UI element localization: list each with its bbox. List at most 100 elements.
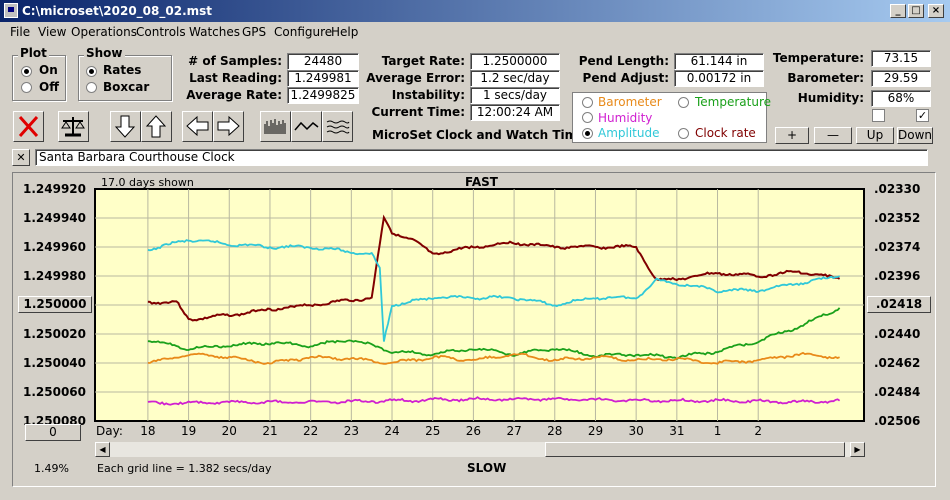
legend-clock-rate-radio[interactable] <box>678 128 689 139</box>
ripple-icon <box>326 120 350 134</box>
right-reference-button[interactable]: .02418 <box>867 296 931 313</box>
raw-data-button[interactable] <box>260 111 291 142</box>
right-tick-label: .02396 <box>874 269 920 283</box>
x-tick-label: 27 <box>506 424 521 438</box>
last-reading-field: 1.249981 <box>287 70 359 87</box>
checkbox-right[interactable]: ✓ <box>916 109 929 122</box>
menu-configure[interactable]: Configure <box>274 25 333 39</box>
minimize-button[interactable]: _ <box>890 4 906 18</box>
scroll-down-button[interactable]: Down <box>897 127 933 144</box>
series-temperature <box>147 307 841 361</box>
pend-adjust-field: 0.00172 in <box>674 70 764 87</box>
stop-button[interactable] <box>13 111 44 142</box>
show-boxcar-radio[interactable] <box>86 82 97 93</box>
current-time-label: Current Time: <box>371 105 465 119</box>
left-reference-button[interactable]: 1.250000 <box>18 296 92 313</box>
zoom-out-button[interactable]: — <box>814 127 852 144</box>
left-tick-label: 1.249940 <box>23 211 86 225</box>
show-boxcar-label: Boxcar <box>103 80 150 94</box>
legend-humidity-label: Humidity <box>598 111 653 125</box>
menu-help[interactable]: Help <box>331 25 359 39</box>
x-tick-label: 31 <box>669 424 684 438</box>
checkbox-left[interactable] <box>872 109 885 122</box>
menu-watches[interactable]: Watches <box>189 25 240 39</box>
move-left-button[interactable] <box>182 111 213 142</box>
x-tick-label: 25 <box>425 424 440 438</box>
smooth-button[interactable] <box>291 111 322 142</box>
instability-field: 1 secs/day <box>470 87 560 104</box>
target-rate-field[interactable]: 1.2500000 <box>470 53 560 70</box>
scroll-up-button[interactable]: Up <box>856 127 894 144</box>
scroll-right-arrow[interactable]: ▶ <box>850 442 865 457</box>
move-down-button[interactable] <box>110 111 141 142</box>
menu-file[interactable]: File <box>10 25 31 39</box>
right-tick-label: .02506 <box>874 414 920 428</box>
left-tick-label: 1.250040 <box>23 356 86 370</box>
title-bar: C:\microset\2020_08_02.mst _ □ × <box>0 0 950 22</box>
app-icon <box>4 3 18 18</box>
menu-operations[interactable]: Operations <box>71 25 137 39</box>
plot-on-label: On <box>39 63 58 77</box>
close-window-button[interactable]: × <box>928 4 944 18</box>
pend-length-field[interactable]: 61.144 in <box>674 53 764 70</box>
x-tick-label: 21 <box>262 424 277 438</box>
move-right-button[interactable] <box>213 111 244 142</box>
fast-label: FAST <box>465 175 498 189</box>
x-tick-label: 22 <box>303 424 318 438</box>
x-tick-label: 28 <box>547 424 562 438</box>
horizontal-scrollbar[interactable]: ◀ ▶ <box>95 442 865 457</box>
plot-off-label: Off <box>39 80 59 94</box>
right-tick-label: .02484 <box>874 385 920 399</box>
series-humidity <box>147 396 841 406</box>
scroll-thumb[interactable] <box>545 442 845 457</box>
arrow-down-icon <box>114 115 136 138</box>
pend-adjust-label: Pend Adjust: <box>582 71 669 85</box>
balance-scale-icon <box>61 117 85 137</box>
red-x-icon <box>18 115 39 138</box>
show-group-title: Show <box>84 46 125 60</box>
move-up-button[interactable] <box>141 111 172 142</box>
x-tick-label: 23 <box>344 424 359 438</box>
legend-barometer-radio[interactable] <box>582 97 593 108</box>
legend-barometer-label: Barometer <box>598 95 662 109</box>
plot-off-radio[interactable] <box>21 82 32 93</box>
menu-view[interactable]: View <box>38 25 67 39</box>
clock-name-field[interactable]: Santa Barbara Courthouse Clock <box>35 149 928 166</box>
right-tick-label: .02330 <box>874 182 920 196</box>
zoom-in-button[interactable]: + <box>775 127 809 144</box>
window-title: C:\microset\2020_08_02.mst <box>22 4 213 18</box>
left-tick-label: 1.249960 <box>23 240 86 254</box>
legend-amplitude-radio[interactable] <box>582 128 593 139</box>
barometer-label: Barometer: <box>787 71 864 85</box>
x-tick-label: 20 <box>222 424 237 438</box>
series-layer <box>147 214 841 406</box>
left-tick-label: 1.249920 <box>23 182 86 196</box>
show-rates-radio[interactable] <box>86 66 97 77</box>
balance-button[interactable] <box>58 111 89 142</box>
x-tick-label: 18 <box>140 424 155 438</box>
close-clock-button[interactable]: ✕ <box>12 149 30 166</box>
maximize-button[interactable]: □ <box>908 4 924 18</box>
show-group <box>78 55 172 101</box>
menu-controls[interactable]: Controls <box>136 25 186 39</box>
plot-on-radio[interactable] <box>21 66 32 77</box>
x-tick-label: 24 <box>384 424 399 438</box>
instability-label: Instability: <box>391 88 465 102</box>
pend-length-label: Pend Length: <box>578 54 669 68</box>
series-amplitude <box>147 239 841 342</box>
right-tick-labels: .02330 .02352 .02374 .02396 .02440 .02462 .024… <box>874 182 920 428</box>
scroll-left-arrow[interactable]: ◀ <box>95 442 110 457</box>
samples-label: # of Samples: <box>188 54 282 68</box>
right-tick-label: .02374 <box>874 240 920 254</box>
left-tick-label: 1.250020 <box>23 327 86 341</box>
x-tick-label: 2 <box>754 424 762 438</box>
barometer-field: 29.59 <box>871 70 931 87</box>
legend-temperature-radio[interactable] <box>678 97 689 108</box>
legend-humidity-radio[interactable] <box>582 112 593 123</box>
offset-button[interactable]: 0 <box>25 424 81 441</box>
multi-wave-button[interactable] <box>322 111 353 142</box>
menu-gps[interactable]: GPS <box>242 25 267 39</box>
menu-bar: File View Operations Controls Watches GP… <box>0 22 950 42</box>
average-rate-field: 1.2499825 <box>287 87 359 104</box>
